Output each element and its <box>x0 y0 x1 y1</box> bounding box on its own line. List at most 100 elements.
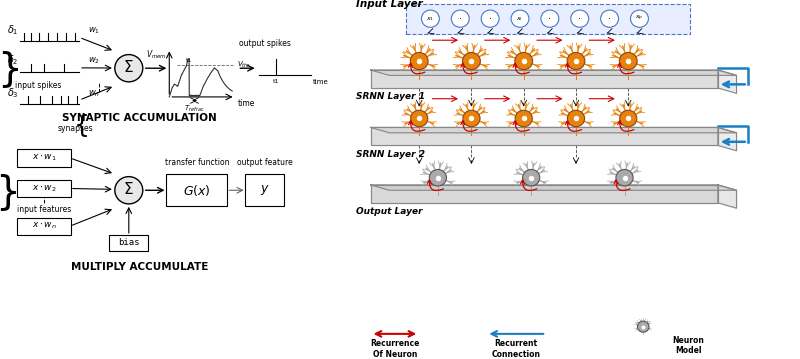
Text: $\delta_3$: $\delta_3$ <box>6 86 18 100</box>
Polygon shape <box>370 70 718 88</box>
Circle shape <box>515 52 533 70</box>
Text: ·: · <box>578 14 582 24</box>
FancyArrowPatch shape <box>409 121 425 131</box>
FancyBboxPatch shape <box>110 235 148 251</box>
FancyBboxPatch shape <box>246 174 285 206</box>
Circle shape <box>511 10 529 27</box>
Text: time: time <box>313 79 329 85</box>
Text: }: } <box>67 111 83 135</box>
FancyBboxPatch shape <box>18 180 71 197</box>
FancyArrowPatch shape <box>618 64 634 74</box>
FancyBboxPatch shape <box>406 4 690 34</box>
Text: SYNAPTIC ACCUMULATION: SYNAPTIC ACCUMULATION <box>62 113 218 123</box>
Text: output spikes: output spikes <box>239 39 291 48</box>
Circle shape <box>630 10 649 27</box>
Text: $x \cdot w_2$: $x \cdot w_2$ <box>32 183 57 194</box>
Text: synapses: synapses <box>58 124 94 133</box>
Text: $x \cdot w_n$: $x \cdot w_n$ <box>32 221 57 232</box>
Circle shape <box>515 110 532 127</box>
Circle shape <box>638 321 649 332</box>
Text: $\delta_2$: $\delta_2$ <box>7 54 18 67</box>
Polygon shape <box>370 70 737 75</box>
FancyArrowPatch shape <box>513 121 530 131</box>
Circle shape <box>481 10 499 27</box>
Text: time: time <box>238 99 254 108</box>
Polygon shape <box>370 185 718 203</box>
Text: $x_i$: $x_i$ <box>517 15 523 23</box>
Text: $\delta_1$: $\delta_1$ <box>7 23 18 37</box>
Circle shape <box>567 52 585 70</box>
Text: Output Layer: Output Layer <box>356 207 422 216</box>
Circle shape <box>451 10 470 27</box>
Text: $x_p$: $x_p$ <box>635 14 644 23</box>
Text: SRNN Layer 2: SRNN Layer 2 <box>356 150 425 159</box>
Circle shape <box>430 169 446 186</box>
Text: $w_1$: $w_1$ <box>88 25 100 36</box>
FancyBboxPatch shape <box>166 174 227 206</box>
Text: MULTIPLY ACCUMULATE: MULTIPLY ACCUMULATE <box>71 262 209 272</box>
Circle shape <box>616 169 633 186</box>
Circle shape <box>115 55 142 82</box>
FancyArrowPatch shape <box>513 64 530 74</box>
Circle shape <box>410 52 428 70</box>
Text: $T_{refrac}$: $T_{refrac}$ <box>184 103 205 113</box>
Text: t1: t1 <box>186 58 192 63</box>
Polygon shape <box>718 70 737 93</box>
Text: ·: · <box>608 14 611 24</box>
Polygon shape <box>370 185 737 190</box>
Text: $w_n$: $w_n$ <box>88 88 101 99</box>
FancyArrowPatch shape <box>409 64 425 74</box>
Circle shape <box>463 110 480 127</box>
FancyArrowPatch shape <box>618 121 634 131</box>
Text: Recurrent
Connection: Recurrent Connection <box>492 339 541 359</box>
Text: Input Layer: Input Layer <box>356 0 422 9</box>
Text: $\Sigma$: $\Sigma$ <box>123 59 134 75</box>
Circle shape <box>570 10 589 27</box>
Circle shape <box>115 177 142 204</box>
Text: ·: · <box>548 14 551 24</box>
Polygon shape <box>370 127 737 133</box>
Circle shape <box>541 10 559 27</box>
Circle shape <box>422 10 439 27</box>
FancyArrowPatch shape <box>614 180 630 191</box>
Polygon shape <box>718 185 737 208</box>
Polygon shape <box>370 127 718 145</box>
Text: Recurrence
Of Neuron: Recurrence Of Neuron <box>370 339 420 359</box>
Text: SRNN Layer 1: SRNN Layer 1 <box>356 92 425 102</box>
Circle shape <box>601 10 618 27</box>
Text: ·: · <box>489 14 492 24</box>
Circle shape <box>567 110 585 127</box>
Circle shape <box>522 169 540 186</box>
FancyArrowPatch shape <box>427 180 443 191</box>
Text: }: } <box>0 173 20 211</box>
Text: $V_{thr}$: $V_{thr}$ <box>238 60 251 70</box>
Text: $\Sigma$: $\Sigma$ <box>123 181 134 197</box>
Text: Neuron
Model: Neuron Model <box>672 336 704 355</box>
FancyArrowPatch shape <box>461 64 477 74</box>
Text: input features: input features <box>17 205 71 214</box>
Text: $x \cdot w_1$: $x \cdot w_1$ <box>32 153 57 163</box>
FancyBboxPatch shape <box>18 218 71 235</box>
Text: $x_1$: $x_1$ <box>426 15 434 23</box>
Circle shape <box>462 52 480 70</box>
Text: output feature: output feature <box>237 158 293 167</box>
Text: bias: bias <box>118 238 139 247</box>
Text: ·: · <box>458 14 462 24</box>
FancyArrowPatch shape <box>566 121 582 131</box>
FancyArrowPatch shape <box>566 64 582 74</box>
FancyArrowPatch shape <box>461 121 477 131</box>
FancyBboxPatch shape <box>18 149 71 167</box>
Text: $V_{mem}$: $V_{mem}$ <box>146 48 166 61</box>
Polygon shape <box>718 127 737 151</box>
Text: $G(x)$: $G(x)$ <box>183 183 210 198</box>
Circle shape <box>619 52 637 70</box>
Text: }: } <box>0 50 22 88</box>
Text: input spikes: input spikes <box>15 81 62 90</box>
Circle shape <box>620 110 637 127</box>
Text: t1: t1 <box>273 79 279 84</box>
Text: $w_2$: $w_2$ <box>88 56 100 66</box>
Text: $y$: $y$ <box>260 183 270 197</box>
Text: transfer function: transfer function <box>165 158 229 167</box>
FancyArrowPatch shape <box>521 180 537 191</box>
Circle shape <box>410 110 428 127</box>
